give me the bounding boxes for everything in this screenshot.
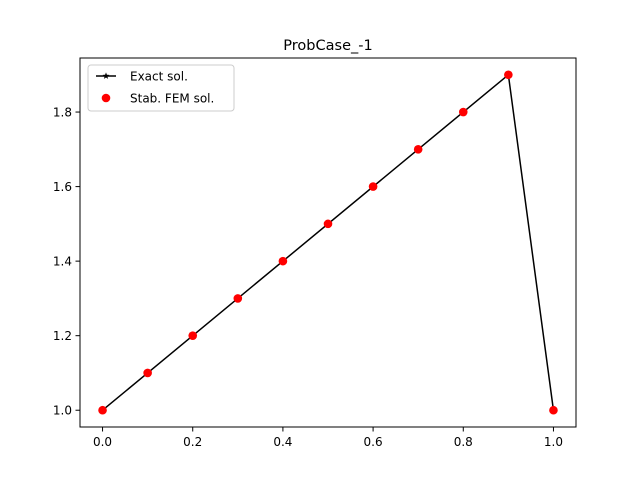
y-tick-label: 1.4 (53, 254, 72, 268)
data-point (549, 405, 558, 415)
x-tick-label: 0.0 (93, 435, 112, 449)
series-0 (99, 71, 557, 414)
chart-title: ProbCase_-1 (283, 38, 372, 54)
plot-area (98, 70, 558, 415)
axis-ticks: 0.0 0.2 0.4 0.6 0.8 1.0 1.0 1.2 1.4 1.6 1.8 (53, 105, 563, 449)
data-point (233, 294, 243, 303)
legend-entry: Stab. FEM sol. (101, 92, 214, 106)
axes-frame (79, 57, 577, 428)
data-point (98, 405, 107, 415)
legend-label: Exact sol. (130, 70, 188, 84)
series-line (102, 74, 555, 411)
data-point (413, 145, 423, 154)
y-tick-label: 1.6 (53, 180, 72, 194)
data-point (504, 70, 513, 80)
x-tick-label: 0.8 (454, 435, 473, 449)
legend-star-marker (102, 72, 110, 79)
series-1 (98, 70, 558, 415)
legend: Exact sol. Stab. FEM sol. (87, 64, 235, 112)
legend-label: Stab. FEM sol. (130, 92, 214, 106)
x-tick-label: 1.0 (544, 435, 563, 449)
legend-circle-marker (101, 93, 111, 103)
x-tick-label: 0.6 (364, 435, 383, 449)
data-point (368, 182, 378, 191)
data-point (188, 331, 198, 340)
x-tick-label: 0.4 (273, 435, 292, 449)
y-tick-label: 1.8 (53, 105, 72, 119)
x-tick-label: 0.2 (183, 435, 202, 449)
data-point (458, 107, 468, 117)
data-point (143, 368, 152, 378)
legend-box (87, 64, 235, 112)
y-tick-label: 1.2 (53, 329, 72, 343)
data-point (323, 219, 333, 229)
y-tick-label: 1.0 (53, 404, 72, 418)
legend-entry: Exact sol. (96, 70, 188, 84)
data-point (278, 256, 288, 266)
